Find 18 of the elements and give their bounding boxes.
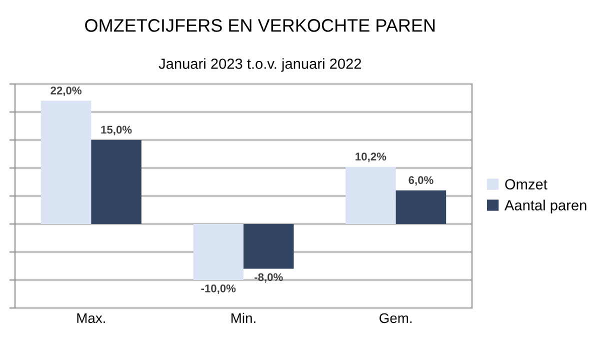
bar xyxy=(193,224,244,280)
x-tick-label: Max. xyxy=(77,313,105,324)
data-label: 6,0% xyxy=(408,176,434,186)
x-tick-label: Gem. xyxy=(380,313,412,324)
bar xyxy=(244,224,294,269)
data-label: -10,0% xyxy=(201,284,236,294)
chart-subtitle: Januari 2023 t.o.v. januari 2022 xyxy=(158,58,362,72)
bar xyxy=(396,190,446,224)
data-label: 10,2% xyxy=(356,152,386,162)
x-tick-label: Min. xyxy=(232,312,256,323)
bar xyxy=(91,140,142,224)
bar xyxy=(40,100,92,224)
data-label: 22,0% xyxy=(50,86,82,96)
chart-title: OMZETCIJFERS EN VERKOCHTE PAREN xyxy=(85,19,435,32)
bar xyxy=(346,166,396,224)
legend-label: Aantal paren xyxy=(504,200,586,214)
legend-label: Omzet xyxy=(505,179,548,190)
data-label: 15,0% xyxy=(101,126,132,136)
